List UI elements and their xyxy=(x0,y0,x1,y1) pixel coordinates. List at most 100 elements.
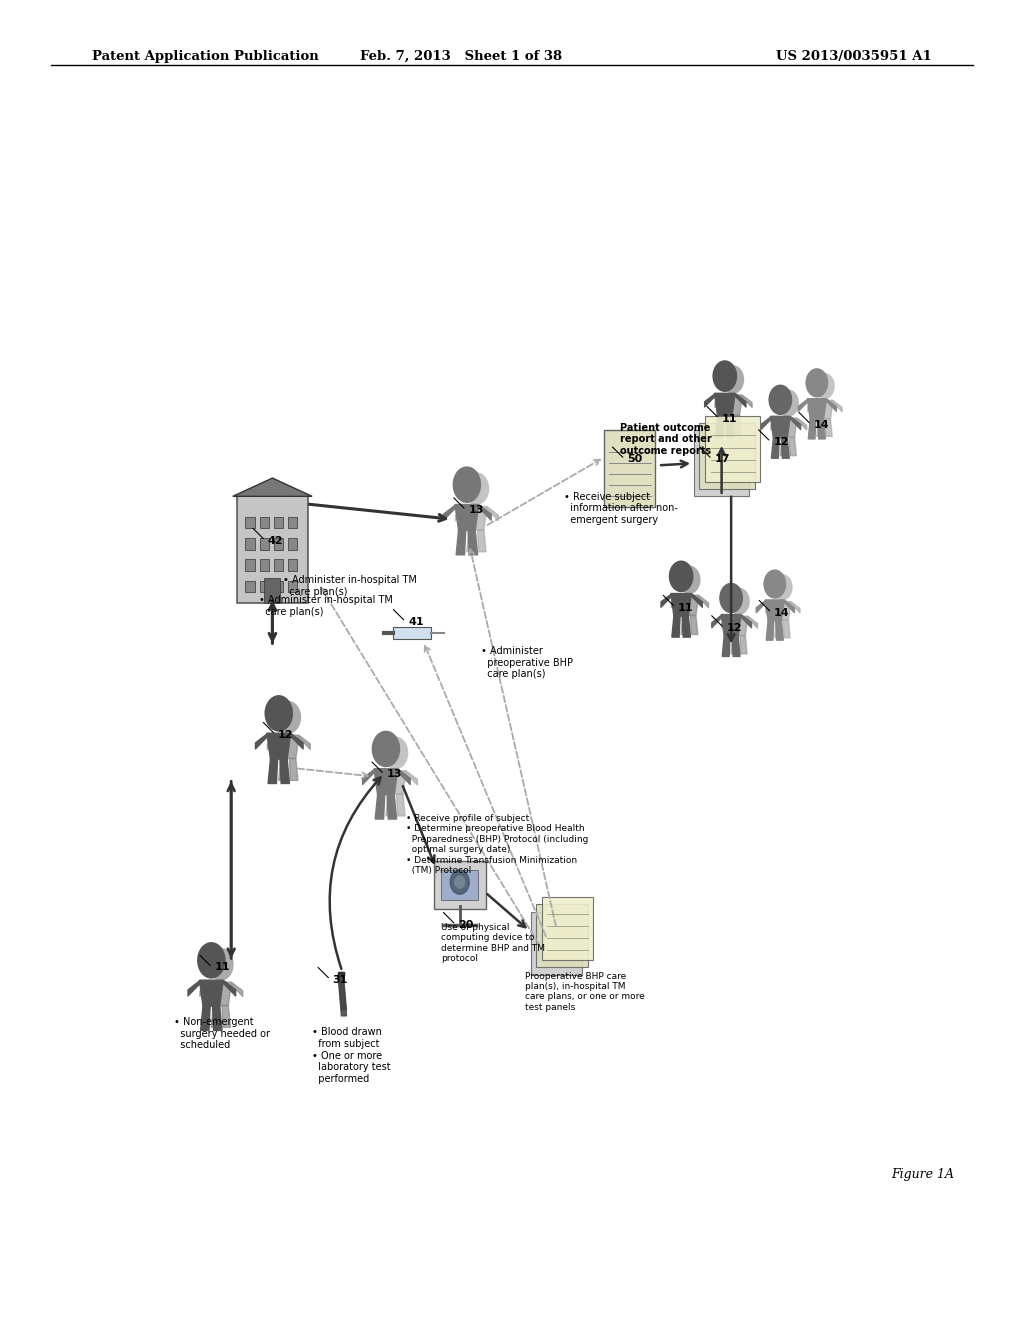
FancyBboxPatch shape xyxy=(246,581,255,593)
Text: Feb. 7, 2013   Sheet 1 of 38: Feb. 7, 2013 Sheet 1 of 38 xyxy=(359,50,562,63)
Text: • Blood drawn
  from subject
• One or more
  laboratory test
  performed: • Blood drawn from subject • One or more… xyxy=(312,1027,391,1084)
FancyBboxPatch shape xyxy=(530,912,583,974)
FancyBboxPatch shape xyxy=(246,539,255,549)
Polygon shape xyxy=(338,974,346,1016)
Polygon shape xyxy=(681,615,688,635)
Polygon shape xyxy=(290,759,298,780)
Polygon shape xyxy=(268,759,278,784)
Polygon shape xyxy=(280,759,290,784)
Polygon shape xyxy=(200,981,223,1006)
Text: • Non-emergent
  surgery needed or
  scheduled: • Non-emergent surgery needed or schedul… xyxy=(174,1018,270,1051)
Circle shape xyxy=(264,696,293,731)
Polygon shape xyxy=(468,531,477,554)
Circle shape xyxy=(453,466,481,503)
Polygon shape xyxy=(211,1006,220,1027)
Circle shape xyxy=(197,942,225,978)
Polygon shape xyxy=(766,620,774,640)
Polygon shape xyxy=(774,602,791,620)
Polygon shape xyxy=(724,395,742,416)
Text: • Receive profile of subject
• Determine preoperative Blood Health
  Preparednes: • Receive profile of subject • Determine… xyxy=(406,814,588,875)
Text: 31: 31 xyxy=(333,974,348,985)
Polygon shape xyxy=(385,771,407,795)
FancyBboxPatch shape xyxy=(604,430,655,507)
FancyBboxPatch shape xyxy=(288,581,297,593)
FancyBboxPatch shape xyxy=(273,560,284,572)
FancyBboxPatch shape xyxy=(246,516,255,528)
Polygon shape xyxy=(722,636,730,656)
FancyBboxPatch shape xyxy=(288,516,297,528)
Polygon shape xyxy=(671,594,691,616)
Text: 13: 13 xyxy=(468,506,483,515)
FancyBboxPatch shape xyxy=(288,560,297,572)
FancyBboxPatch shape xyxy=(537,904,588,968)
Polygon shape xyxy=(779,418,798,437)
Polygon shape xyxy=(396,795,406,816)
Polygon shape xyxy=(210,982,231,1006)
Text: US 2013/0035951 A1: US 2013/0035951 A1 xyxy=(776,50,932,63)
Text: 14: 14 xyxy=(774,607,790,618)
FancyBboxPatch shape xyxy=(705,416,761,482)
Polygon shape xyxy=(477,529,486,552)
FancyBboxPatch shape xyxy=(259,539,269,549)
Polygon shape xyxy=(726,416,734,437)
Polygon shape xyxy=(781,438,790,458)
Polygon shape xyxy=(775,620,781,638)
Polygon shape xyxy=(790,437,797,455)
Text: Patient outcome
report and other
outcome reports: Patient outcome report and other outcome… xyxy=(620,422,712,455)
Circle shape xyxy=(772,574,793,601)
Text: • Receive subject
  information after non-
  emergent surgery: • Receive subject information after non-… xyxy=(564,492,678,525)
Text: 12: 12 xyxy=(278,730,294,739)
FancyBboxPatch shape xyxy=(273,516,284,528)
Polygon shape xyxy=(467,529,475,552)
FancyBboxPatch shape xyxy=(259,560,269,572)
Polygon shape xyxy=(818,420,825,440)
Polygon shape xyxy=(374,768,397,795)
Text: Figure 1A: Figure 1A xyxy=(891,1168,954,1181)
Polygon shape xyxy=(213,1006,222,1031)
Polygon shape xyxy=(387,795,396,818)
Text: 11: 11 xyxy=(214,962,230,973)
Circle shape xyxy=(372,731,400,767)
Polygon shape xyxy=(279,759,288,780)
Polygon shape xyxy=(734,416,741,434)
Text: • Administer in-hospital TM
  care plan(s): • Administer in-hospital TM care plan(s) xyxy=(259,595,393,616)
Text: Use of physical
computing device to
determine BHP and TM
protocol: Use of physical computing device to dete… xyxy=(441,923,546,962)
FancyBboxPatch shape xyxy=(259,516,269,528)
Polygon shape xyxy=(672,616,680,638)
Polygon shape xyxy=(232,478,312,496)
Polygon shape xyxy=(808,420,816,440)
Polygon shape xyxy=(375,795,385,818)
Circle shape xyxy=(728,587,750,615)
Polygon shape xyxy=(817,418,823,437)
FancyBboxPatch shape xyxy=(542,898,594,961)
Circle shape xyxy=(275,701,301,734)
Polygon shape xyxy=(466,507,487,529)
Circle shape xyxy=(678,565,700,594)
Polygon shape xyxy=(765,599,784,620)
Polygon shape xyxy=(338,974,346,1010)
Circle shape xyxy=(777,389,799,417)
Circle shape xyxy=(208,948,233,981)
Circle shape xyxy=(383,737,409,770)
Polygon shape xyxy=(807,399,826,420)
Polygon shape xyxy=(680,595,698,615)
Polygon shape xyxy=(731,636,738,653)
Circle shape xyxy=(768,384,793,414)
Polygon shape xyxy=(776,620,783,640)
Text: Prooperative BHP care
plan(s), in-hospital TM
care plans, or one or more
test pa: Prooperative BHP care plan(s), in-hospit… xyxy=(524,972,644,1011)
FancyBboxPatch shape xyxy=(288,539,297,549)
Polygon shape xyxy=(770,416,791,438)
FancyBboxPatch shape xyxy=(273,581,284,593)
Polygon shape xyxy=(732,636,740,656)
Polygon shape xyxy=(730,616,748,636)
Polygon shape xyxy=(455,504,479,531)
Circle shape xyxy=(722,366,744,393)
Circle shape xyxy=(806,368,828,397)
Circle shape xyxy=(669,561,693,593)
Polygon shape xyxy=(780,437,787,455)
Circle shape xyxy=(455,876,465,888)
Polygon shape xyxy=(386,795,394,816)
FancyBboxPatch shape xyxy=(433,861,486,909)
Polygon shape xyxy=(715,393,735,416)
Polygon shape xyxy=(716,416,724,437)
